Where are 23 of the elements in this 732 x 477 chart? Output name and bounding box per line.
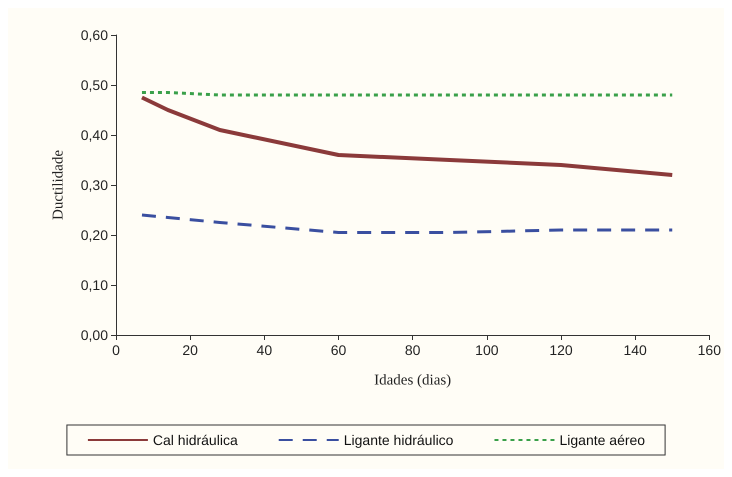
y-axis-title: Ductilidade (50, 150, 66, 220)
legend-label: Cal hidráulica (152, 432, 238, 448)
line-series (140, 96, 674, 177)
x-tick-label: 120 (549, 342, 573, 358)
y-tick-label: 0,20 (80, 227, 108, 243)
y-tick-label: 0,00 (80, 327, 108, 343)
x-tick-label: 0 (112, 342, 120, 358)
x-tick-label: 40 (256, 342, 272, 358)
x-tick-label: 80 (404, 342, 421, 358)
x-tick-label: 160 (698, 342, 722, 358)
y-tick-label: 0,40 (80, 127, 108, 143)
y-tick-label: 0,60 (80, 27, 108, 43)
x-tick-label: 100 (475, 342, 499, 358)
line-series (140, 214, 674, 234)
y-tick-label: 0,10 (80, 277, 108, 293)
y-tick-label: 0,30 (80, 177, 108, 193)
x-tick-label: 60 (330, 342, 346, 358)
x-tick-label: 140 (623, 342, 648, 358)
x-axis-title: Idades (dias) (374, 372, 452, 388)
legend-label: Ligante aéreo (559, 432, 646, 448)
legend-label: Ligante hidráulico (344, 432, 454, 448)
y-tick-label: 0,50 (80, 77, 108, 93)
x-tick-label: 20 (182, 342, 198, 358)
